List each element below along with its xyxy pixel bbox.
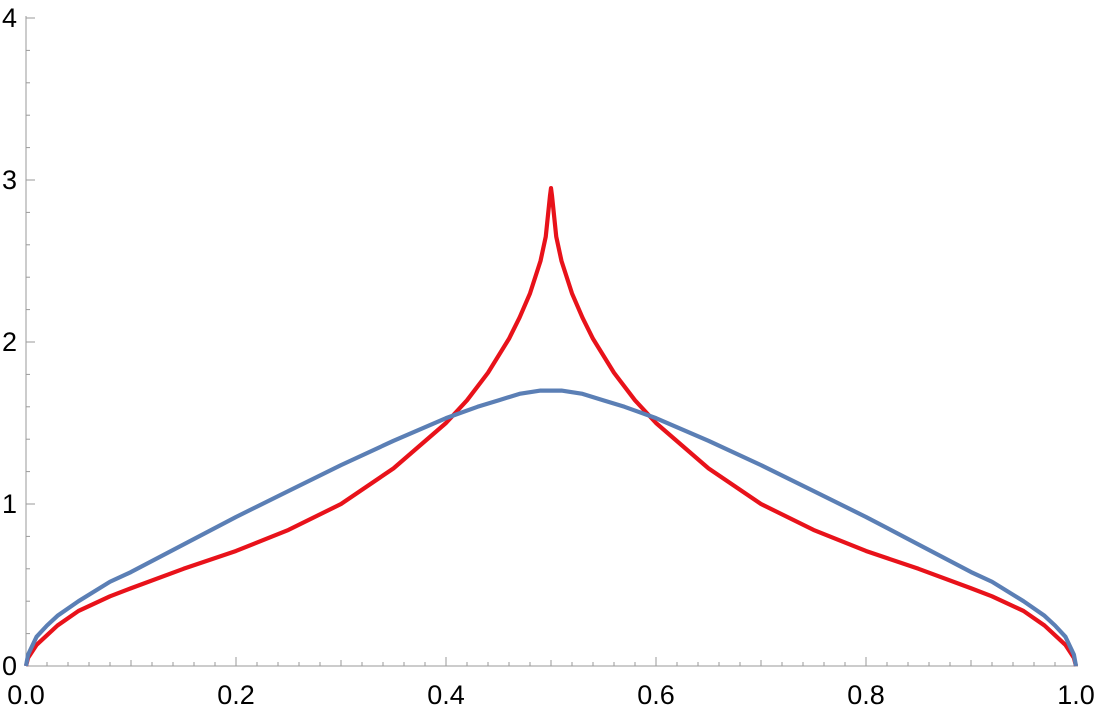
x-tick-label: 0.2 [217,680,255,710]
series-layer [23,186,1079,667]
blue-curve-line [23,388,1079,667]
x-tick-label: 0.6 [637,680,675,710]
red-curve-line [23,186,1079,667]
y-tick-label: 4 [2,3,17,33]
x-tick-label: 0.8 [847,680,885,710]
x-tick-label: 0.4 [427,680,465,710]
x-tick-label: 0.0 [7,680,45,710]
y-tick-label: 2 [2,327,17,357]
y-tick-label: 3 [2,165,17,195]
tick-labels: 0.0 0.2 0.4 0.6 0.8 1.0 0 1 2 3 4 [2,3,1095,710]
x-tick-label: 1.0 [1057,680,1095,710]
axes [25,16,1078,667]
y-tick-label: 1 [2,489,17,519]
y-tick-label: 0 [2,651,17,681]
